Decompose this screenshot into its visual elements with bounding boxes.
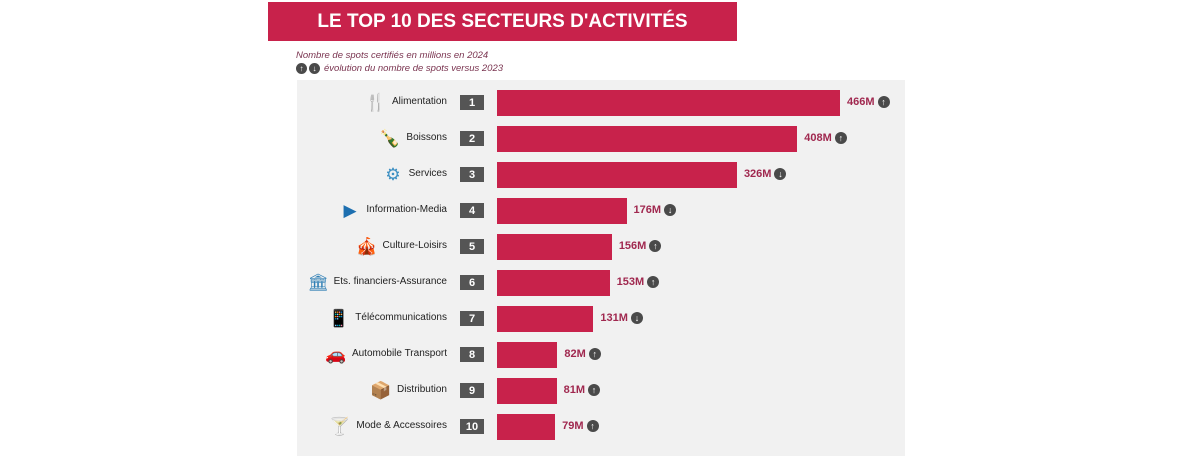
chart-subtitle: Nombre de spots certifiés en millions en… — [296, 50, 489, 61]
rank-badge: 9 — [460, 383, 484, 398]
value-label: 156M ↑ — [619, 240, 662, 252]
phone-icon: 📱 — [328, 309, 350, 328]
bar — [497, 270, 610, 296]
bar — [497, 162, 737, 188]
arrow-down-icon: ↓ — [664, 204, 677, 216]
value-text: 156M — [618, 240, 647, 252]
chart-title: LE TOP 10 DES SECTEURS D'ACTIVITÉS — [268, 2, 737, 41]
car-icon: 🚗 — [325, 345, 347, 364]
value-text: 81M — [563, 384, 586, 396]
bar — [497, 306, 594, 332]
value-label: 131M ↓ — [600, 312, 643, 324]
category-label: Ets. financiers-Assurance — [333, 276, 447, 287]
rank-badge: 3 — [460, 167, 484, 182]
category-label: Services — [408, 168, 447, 179]
bar-row: Culture-Loisirs 5 156M ↑ 🎪 — [297, 234, 905, 260]
arrow-up-icon: ↑ — [877, 96, 890, 108]
bar — [497, 378, 557, 404]
bar-row: Ets. financiers-Assurance 6 153M ↑ 🏛 — [297, 270, 905, 296]
rank-badge: 10 — [460, 419, 484, 434]
bar — [497, 342, 558, 368]
rank-badge: 8 — [460, 347, 484, 362]
value-label: 408M ↑ — [804, 132, 847, 144]
value-label: 326M ↓ — [744, 168, 787, 180]
rank-badge: 6 — [460, 275, 484, 290]
arrow-up-icon: ↑ — [647, 276, 660, 288]
value-text: 82M — [564, 348, 586, 360]
category-label: Distribution — [396, 384, 447, 395]
rank-badge: 1 — [460, 95, 484, 110]
arrow-up-icon: ↑ — [649, 240, 662, 252]
value-label: 176M ↓ — [634, 204, 677, 216]
category-label: Information-Media — [366, 204, 447, 215]
category-label: Culture-Loisirs — [382, 240, 447, 251]
bar — [497, 126, 798, 152]
arrow-up-icon: ↑ — [296, 63, 307, 74]
gears-icon: ⚙ — [385, 165, 401, 184]
bar — [497, 198, 627, 224]
fork-knife-icon: 🍴 — [365, 93, 387, 112]
legend-note-text: évolution du nombre de spots versus 2023 — [324, 63, 504, 74]
bar-row: Boissons 2 408M ↑ 🍾 — [297, 126, 905, 152]
arrow-up-icon: ↑ — [588, 384, 601, 396]
rank-badge: 5 — [460, 239, 484, 254]
bar-row: Information-Media 4 176M ↓ ▶ — [297, 198, 905, 224]
bar-row: Télécommunications 7 131M ↓ 📱 — [297, 306, 905, 332]
value-label: 82M ↑ — [564, 348, 601, 360]
value-label: 466M ↑ — [847, 96, 890, 108]
category-label: Télécommunications — [355, 312, 447, 323]
bar-row: Distribution 9 81M ↑ 📦 — [297, 378, 905, 404]
category-label: Mode & Accessoires — [356, 420, 447, 431]
bar — [497, 234, 612, 260]
value-text: 408M — [804, 132, 832, 144]
bottles-icon: 🍾 — [379, 129, 401, 148]
arrow-up-icon: ↑ — [588, 348, 601, 360]
arrow-down-icon: ↓ — [309, 63, 320, 74]
bar-row: Services 3 326M ↓ ⚙ — [297, 162, 905, 188]
value-text: 153M — [616, 276, 645, 288]
value-text: 176M — [633, 204, 662, 216]
category-label: Boissons — [406, 132, 447, 143]
value-text: 79M — [562, 420, 584, 432]
play-icon: ▶ — [343, 201, 357, 220]
category-label: Automobile Transport — [351, 348, 447, 359]
glass-icon: 🍸 — [329, 417, 351, 436]
arrow-up-icon: ↑ — [834, 132, 847, 144]
value-text: 131M — [600, 312, 628, 324]
rank-badge: 4 — [460, 203, 484, 218]
arrow-up-icon: ↑ — [586, 420, 599, 432]
category-label: Alimentation — [391, 96, 447, 107]
bar-row: Mode & Accessoires 10 79M ↑ 🍸 — [297, 414, 905, 440]
bar-row: Alimentation 1 466M ↑ 🍴 — [297, 90, 905, 116]
rank-badge: 7 — [460, 311, 484, 326]
rank-badge: 2 — [460, 131, 484, 146]
value-label: 79M ↑ — [562, 420, 599, 432]
value-text: 466M — [847, 96, 875, 108]
value-label: 153M ↑ — [617, 276, 660, 288]
bank-icon: 🏛 — [307, 273, 329, 292]
bar-row: Automobile Transport 8 82M ↑ 🚗 — [297, 342, 905, 368]
festival-icon: 🎪 — [356, 237, 378, 256]
arrow-down-icon: ↓ — [774, 168, 787, 180]
bar — [497, 414, 556, 440]
legend-note: ↑ ↓ évolution du nombre de spots versus … — [296, 63, 503, 74]
bar — [497, 90, 840, 116]
chart-panel: Alimentation 1 466M ↑ 🍴 Boissons 2 408M ↑ 🍾 Servic… — [297, 80, 905, 456]
value-text: 326M — [743, 168, 772, 180]
value-label: 81M ↑ — [563, 384, 601, 396]
warehouse-icon: 📦 — [370, 381, 392, 400]
arrow-down-icon: ↓ — [630, 312, 643, 324]
